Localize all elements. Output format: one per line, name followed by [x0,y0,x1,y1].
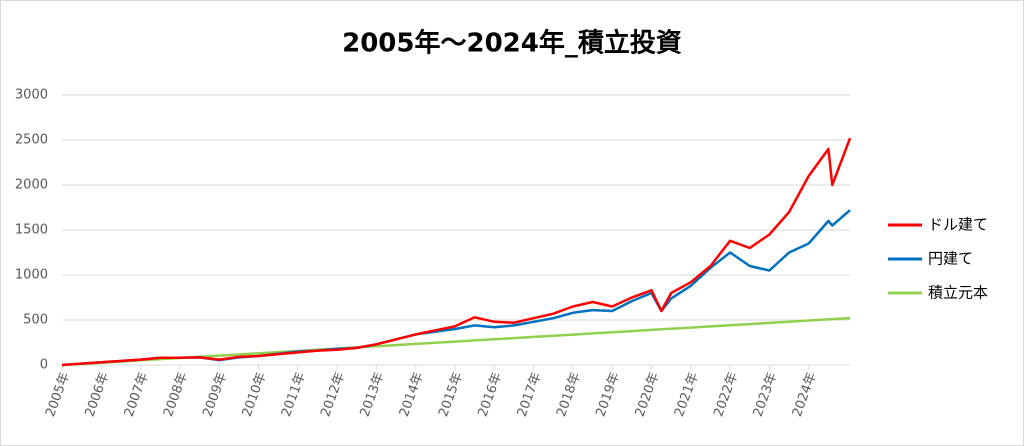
legend-label: ドル建て [928,216,988,234]
y-tick-label: 1000 [15,268,48,283]
legend-label: 円建て [928,250,973,268]
y-tick-label: 3000 [15,88,48,103]
y-tick-label: 500 [23,313,48,328]
y-tick-label: 1500 [15,223,48,238]
y-tick-label: 0 [40,358,48,373]
legend-label: 積立元本 [928,284,988,302]
series-line [61,137,852,367]
y-tick-label: 2000 [15,178,48,193]
chart-title: 2005年～2024年_積立投資 [342,28,682,59]
series-line [61,316,851,367]
y-tick-label: 2500 [15,133,48,148]
